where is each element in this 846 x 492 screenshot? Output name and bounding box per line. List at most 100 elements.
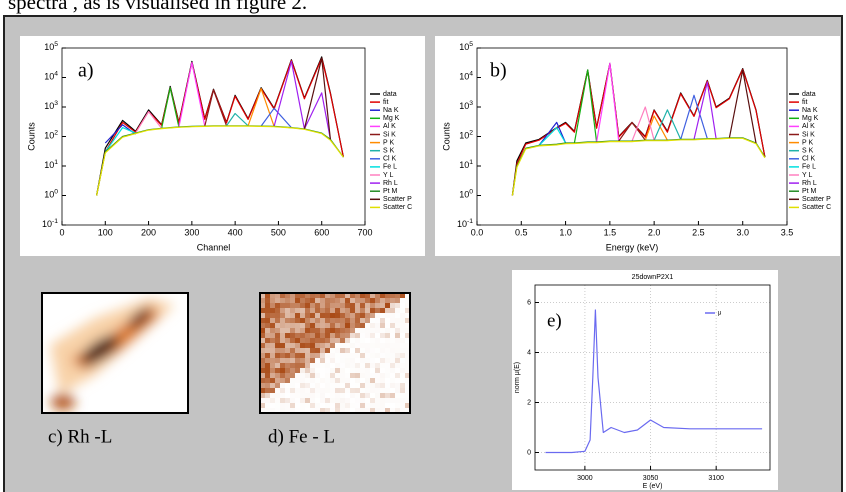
map-pixel — [365, 363, 370, 368]
map-pixel — [280, 338, 285, 343]
x-tick-label: 300 — [184, 227, 199, 237]
map-blob — [128, 307, 152, 329]
series-line — [538, 121, 567, 146]
map-pixel — [325, 293, 330, 298]
map-pixel — [375, 393, 380, 398]
map-pixel — [315, 343, 320, 348]
map-pixel — [370, 358, 375, 363]
map-pixel — [260, 303, 265, 308]
map-pixel — [360, 308, 365, 313]
map-pixel — [310, 338, 315, 343]
legend-label: Al K — [383, 123, 396, 130]
map-pixel — [275, 323, 280, 328]
map-pixel — [290, 358, 295, 363]
map-pixel — [320, 378, 325, 383]
map-pixel — [325, 328, 330, 333]
map-pixel — [370, 398, 375, 403]
map-pixel — [380, 358, 385, 363]
map-pixel — [260, 338, 265, 343]
map-pixel — [390, 303, 395, 308]
map-pixel — [285, 368, 290, 373]
map-pixel — [400, 373, 405, 378]
map-pixel — [400, 333, 405, 338]
x-tick-label: 2.0 — [648, 227, 661, 237]
map-pixel — [270, 368, 275, 373]
map-pixel — [385, 368, 390, 373]
map-pixel — [290, 328, 295, 333]
map-pixel — [380, 318, 385, 323]
map-pixel — [335, 388, 340, 393]
series-line — [104, 127, 136, 153]
map-pixel — [275, 383, 280, 388]
map-pixel — [325, 383, 330, 388]
map-pixel — [400, 303, 405, 308]
map-pixel — [265, 293, 270, 298]
map-pixel — [395, 323, 400, 328]
map-pixel — [380, 373, 385, 378]
map-pixel — [375, 328, 380, 333]
map-pixel — [345, 348, 350, 353]
map-pixel — [280, 303, 285, 308]
map-pixel — [305, 293, 310, 298]
map-pixel — [260, 358, 265, 363]
map-pixel — [305, 393, 310, 398]
map-pixel — [375, 368, 380, 373]
map-pixel — [345, 393, 350, 398]
map-pixel — [285, 378, 290, 383]
map-pixel — [375, 358, 380, 363]
map-pixel — [340, 333, 345, 338]
map-pixel — [375, 323, 380, 328]
map-pixel — [340, 348, 345, 353]
panel-annotation: a) — [78, 60, 94, 82]
map-pixel — [375, 298, 380, 303]
map-pixel — [335, 353, 340, 358]
map-pixel — [315, 348, 320, 353]
map-pixel — [350, 333, 355, 338]
map-pixel — [360, 403, 365, 408]
map-pixel — [310, 383, 315, 388]
map-pixel — [385, 358, 390, 363]
map-pixel — [295, 323, 300, 328]
map-pixel — [270, 323, 275, 328]
map-pixel — [265, 338, 270, 343]
map-pixel — [290, 383, 295, 388]
map-pixel — [285, 388, 290, 393]
map-pixel — [315, 373, 320, 378]
map-pixel — [345, 373, 350, 378]
map-blob — [81, 335, 119, 365]
map-pixel — [360, 333, 365, 338]
panel-label: c) Rh -L — [48, 426, 112, 447]
map-pixel — [285, 348, 290, 353]
map-pixel — [285, 318, 290, 323]
series-line — [728, 69, 757, 144]
map-pixel — [390, 383, 395, 388]
map-pixel — [330, 358, 335, 363]
map-pixel — [285, 383, 290, 388]
panel-annotation: b) — [490, 60, 507, 82]
map-pixel — [365, 313, 370, 318]
map-pixel — [365, 298, 370, 303]
map-pixel — [315, 323, 320, 328]
map-pixel — [320, 338, 325, 343]
map-pixel — [325, 323, 330, 328]
map-pixel — [265, 298, 270, 303]
x-tick-label: 3050 — [643, 475, 659, 482]
map-pixel — [330, 318, 335, 323]
map-pixel — [305, 378, 310, 383]
map-pixel — [400, 348, 405, 353]
map-pixel — [385, 403, 390, 408]
map-pixel — [385, 338, 390, 343]
map-pixel — [315, 393, 320, 398]
map-pixel — [370, 333, 375, 338]
map-pixel — [385, 303, 390, 308]
map-pixel — [355, 343, 360, 348]
map-pixel — [315, 353, 320, 358]
map-pixel — [320, 348, 325, 353]
map-pixel — [405, 393, 410, 398]
map-pixel — [385, 333, 390, 338]
map-pixel — [320, 328, 325, 333]
map-pixel — [320, 313, 325, 318]
map-pixel — [285, 333, 290, 338]
map-pixel — [345, 318, 350, 323]
